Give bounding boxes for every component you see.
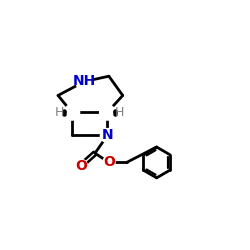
Text: H: H <box>115 106 124 119</box>
Text: NH: NH <box>72 74 96 88</box>
Text: H: H <box>55 106 64 119</box>
Circle shape <box>64 105 80 120</box>
Circle shape <box>100 105 115 120</box>
Circle shape <box>103 156 115 168</box>
Text: O: O <box>75 158 87 172</box>
Circle shape <box>75 159 87 172</box>
Text: N: N <box>102 128 113 142</box>
Text: O: O <box>103 156 115 170</box>
Circle shape <box>76 73 93 90</box>
Circle shape <box>100 128 114 142</box>
